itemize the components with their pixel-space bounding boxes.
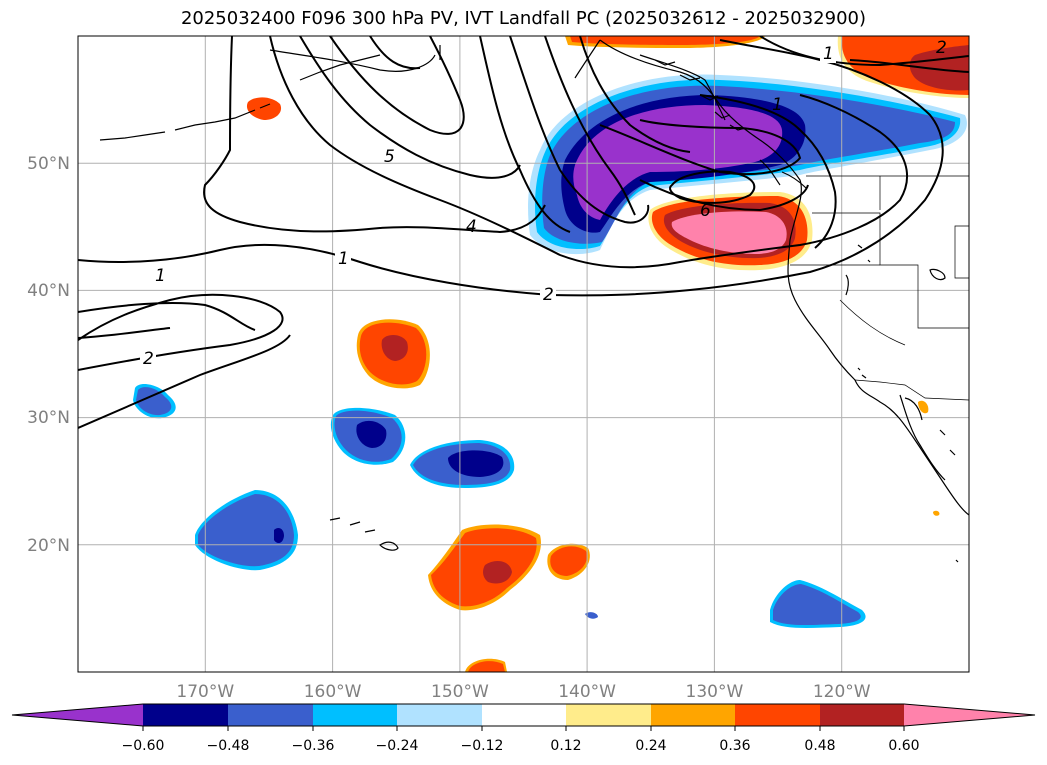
- contour-label: 1: [823, 44, 834, 64]
- lon-tick-label: 160°W: [304, 682, 362, 702]
- colorbar-tick-label: −0.12: [461, 738, 504, 754]
- political-borders: [790, 175, 969, 401]
- colorbar-segment: [735, 704, 820, 726]
- positive-anomaly-mexico: [933, 510, 940, 516]
- contour-label: 4: [466, 217, 477, 237]
- positive-anomaly-northeast-3: [909, 45, 969, 91]
- colorbar-tick-label: 0.36: [719, 738, 750, 754]
- lat-tick-labels: 50°N 40°N 30°N 20°N: [27, 154, 70, 556]
- negative-anomaly-east-pacific-2: [773, 584, 861, 626]
- positive-anomaly-central-3: [381, 334, 408, 361]
- contour-label: 1: [155, 266, 166, 286]
- positive-anomaly-north-edge-2: [570, 36, 760, 45]
- colorbar-tick-label: 0.48: [804, 738, 835, 754]
- positive-anomaly-southeast-2: [550, 546, 588, 576]
- lat-tick-label: 30°N: [27, 408, 70, 428]
- map-frame: [77, 35, 970, 673]
- colorbar-tick-label: 0.12: [550, 738, 581, 754]
- map-panel: 1 2 4 5 6 1 2 1 2 1: [78, 36, 969, 672]
- shading-layer: [133, 36, 969, 672]
- positive-anomaly-offshore-max: [671, 211, 787, 254]
- negative-anomaly-east-pacific-small: [585, 612, 598, 619]
- lon-tick-label: 130°W: [686, 682, 744, 702]
- colorbar-tick-label: 0.60: [888, 738, 919, 754]
- colorbar-tick-label: −0.36: [292, 738, 335, 754]
- positive-anomaly-baja: [918, 400, 929, 414]
- colorbar-segment: [143, 704, 228, 726]
- colorbar-segment: [482, 704, 566, 726]
- negative-anomaly-southwest-3: [274, 528, 284, 544]
- colorbar-tick-label: 0.24: [635, 738, 666, 754]
- colorbar-segment: [228, 704, 313, 726]
- map-title: 2025032400 F096 300 hPa PV, IVT Landfall…: [180, 8, 867, 29]
- contour-label: 5: [384, 147, 395, 167]
- contour-label: 2: [936, 38, 947, 58]
- lon-tick-label: 140°W: [558, 682, 616, 702]
- positive-anomaly-aleutian: [246, 97, 282, 120]
- positive-anomaly-south-2: [431, 528, 537, 607]
- negative-anomaly-max: [573, 105, 783, 220]
- lat-tick-label: 40°N: [27, 281, 70, 301]
- colorbar-segment: [397, 704, 482, 726]
- colorbar-segment: [12, 704, 143, 726]
- colorbar-segment: [651, 704, 735, 726]
- negative-anomaly-southwest-2: [198, 494, 294, 567]
- contour-label: 2: [143, 349, 154, 369]
- colorbar-segment: [313, 704, 397, 726]
- colorbar: −0.60 −0.48 −0.36 −0.24 −0.12 0.12 0.24 …: [11, 703, 1036, 754]
- lat-tick-label: 20°N: [27, 536, 70, 556]
- positive-anomaly-south-3: [483, 560, 512, 584]
- colorbar-segment: [566, 704, 651, 726]
- colorbar-segment: [820, 704, 904, 726]
- negative-anomaly-central-west-3: [356, 420, 387, 448]
- colorbar-segment: [904, 704, 1035, 726]
- contour-label: 1: [338, 249, 349, 269]
- contour-label: 1: [772, 95, 783, 115]
- positive-anomaly-bottom-edge-2: [468, 661, 505, 672]
- colorbar-tick-label: −0.24: [376, 738, 419, 754]
- lat-tick-label: 50°N: [27, 154, 70, 174]
- lon-tick-label: 120°W: [813, 682, 871, 702]
- pv-contours: [78, 36, 969, 429]
- negative-anomaly-far-west-2: [136, 387, 172, 416]
- colorbar-tick-label: −0.48: [207, 738, 250, 754]
- lon-tick-label: 170°W: [176, 682, 234, 702]
- colorbar-tick-label: −0.60: [122, 738, 165, 754]
- lon-tick-labels: 170°W 160°W 150°W 140°W 130°W 120°W: [176, 682, 870, 702]
- graticule: [78, 36, 969, 672]
- negative-anomaly-central-east-3: [448, 450, 504, 477]
- lon-tick-label: 150°W: [431, 682, 489, 702]
- contour-labels: 1 2 4 5 6 1 2 1 2 1: [140, 38, 947, 369]
- contour-label: 2: [543, 285, 554, 305]
- contour-label: 6: [700, 201, 711, 221]
